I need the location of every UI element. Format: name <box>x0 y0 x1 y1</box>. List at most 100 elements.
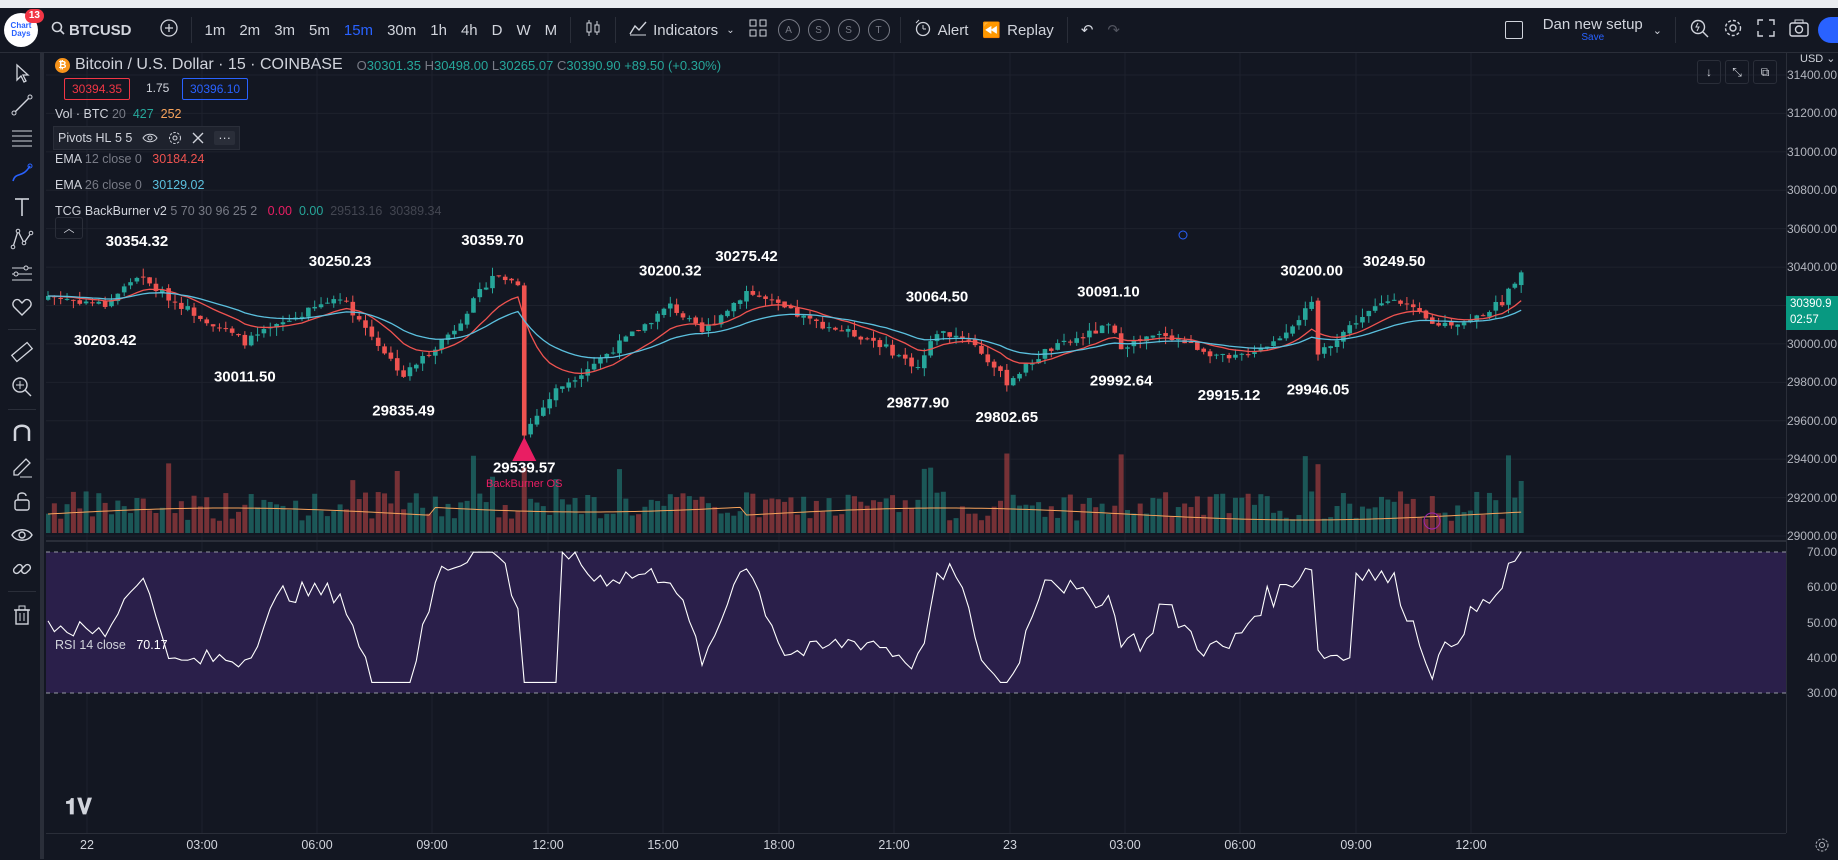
sell-price-button[interactable]: 30394.35 <box>64 78 131 100</box>
more-icon[interactable]: ··· <box>214 131 235 145</box>
brush-icon[interactable] <box>10 161 34 185</box>
interval-15m[interactable]: 15m <box>343 21 374 39</box>
undo-button[interactable]: ↶ <box>1074 8 1101 52</box>
interval-4h[interactable]: 4h <box>460 21 478 39</box>
interval-30m[interactable]: 30m <box>387 21 417 39</box>
redo-button[interactable]: ↷ <box>1100 8 1127 52</box>
currency-selector[interactable]: USD ⌄ <box>1800 53 1836 65</box>
candle-body <box>928 341 933 356</box>
candle-body <box>547 399 552 409</box>
volume-bar <box>1144 513 1150 533</box>
symbol-search[interactable]: BTCUSD <box>44 8 139 52</box>
forecast-icon[interactable] <box>10 261 34 285</box>
collapse-pane-button[interactable]: ⤡ <box>1725 60 1749 84</box>
interval-1h[interactable]: 1h <box>430 21 447 39</box>
eye-icon[interactable] <box>142 132 158 144</box>
lock-icon[interactable] <box>10 489 34 513</box>
candle-body <box>947 332 952 337</box>
candle-body <box>826 327 832 329</box>
time-label: 06:00 <box>1224 838 1256 852</box>
alert-button[interactable]: Alert <box>907 8 976 52</box>
quick-search-button[interactable] <box>1682 8 1716 52</box>
fullscreen-button[interactable] <box>1750 8 1782 52</box>
layout-switcher[interactable]: Dan new setup Save ⌄ <box>1498 8 1669 52</box>
eye-icon[interactable] <box>10 523 34 547</box>
interval-W[interactable]: W <box>516 21 531 39</box>
interval-1m[interactable]: 1m <box>204 21 226 39</box>
scroll-down-button[interactable]: ↓ <box>1697 60 1721 84</box>
volume-bar <box>1029 505 1035 533</box>
interval-5m[interactable]: 5m <box>309 21 330 39</box>
close-icon[interactable] <box>192 132 204 144</box>
indicators-button[interactable]: Indicators ⌄ <box>622 8 741 52</box>
heart-icon[interactable] <box>10 295 34 319</box>
volume-bar <box>680 493 686 533</box>
price-chart[interactable]: 30354.32 30203.42 30011.50 30250.23 29835.49… <box>46 53 1786 833</box>
camera-icon <box>1789 19 1809 41</box>
interval-D[interactable]: D <box>491 21 503 39</box>
candle-body <box>134 277 140 282</box>
candle-body <box>1036 359 1041 364</box>
candle-body <box>534 415 540 425</box>
candle-body <box>623 336 629 342</box>
time-axis[interactable]: 22 03:00 06:00 09:00 12:00 15:00 18:00 21:00 23 0… <box>46 833 1786 860</box>
layouts-grid-button[interactable] <box>742 8 774 52</box>
pencil-lock-icon[interactable] <box>10 455 34 479</box>
pivots-legend[interactable]: Pivots HL 5 5 ··· <box>53 126 240 150</box>
volume-bar <box>109 514 114 533</box>
fib-retracement-icon[interactable] <box>10 125 34 149</box>
circle-tool-0[interactable]: A <box>777 19 800 41</box>
candle-body <box>509 278 514 281</box>
replay-button[interactable]: ⏪ Replay <box>975 8 1060 52</box>
collapse-legend-button[interactable]: ︿ <box>55 217 83 239</box>
alert-label: Alert <box>937 21 969 39</box>
price-scale[interactable]: 31400.00 31200.00 31000.00 30800.00 30600.00… <box>1786 53 1838 833</box>
volume-bar <box>89 516 95 533</box>
gear-icon[interactable] <box>168 131 182 145</box>
candle-body <box>1315 300 1321 355</box>
volume-bar <box>921 468 927 533</box>
chart-settings-button[interactable] <box>1814 837 1830 858</box>
volume-bar <box>623 498 629 533</box>
candle-body <box>782 301 787 308</box>
snapshot-button[interactable] <box>1782 8 1816 52</box>
interval-3m[interactable]: 3m <box>274 21 296 39</box>
restore-pane-button[interactable]: ⧉ <box>1753 60 1777 84</box>
buy-price-button[interactable]: 30396.10 <box>182 78 249 100</box>
divider <box>8 329 36 330</box>
trash-icon[interactable] <box>10 603 34 627</box>
circle-tool-2[interactable]: S <box>837 19 860 41</box>
candle-body <box>598 357 603 364</box>
avatar[interactable]: Chart Days 13 <box>4 9 44 47</box>
volume-bar <box>636 514 642 533</box>
candle-body <box>274 323 279 328</box>
candle-body <box>115 293 121 302</box>
pattern-icon[interactable] <box>10 227 34 251</box>
link-icon[interactable] <box>10 557 34 581</box>
volume-bar <box>1258 494 1264 533</box>
circle-tool-1[interactable]: S <box>807 19 830 41</box>
volume-bar <box>915 499 921 533</box>
settings-button[interactable] <box>1716 8 1750 52</box>
circle-tool-3[interactable]: T <box>867 19 890 41</box>
zoom-in-icon[interactable] <box>10 375 34 399</box>
interval-2m[interactable]: 2m <box>239 21 261 39</box>
candle-body <box>610 352 616 354</box>
volume-bar <box>255 507 261 533</box>
ruler-icon[interactable] <box>10 340 34 364</box>
volume-bar <box>1232 497 1238 533</box>
chart-type-button[interactable] <box>577 8 609 52</box>
candle-body <box>1360 316 1365 323</box>
cursor-icon[interactable] <box>10 61 34 85</box>
vol-name: Vol · BTC <box>55 107 109 121</box>
pivot-label: 29835.49 <box>372 403 435 420</box>
drawing-marker <box>1178 230 1188 240</box>
interval-M[interactable]: M <box>544 21 558 39</box>
magnet-icon[interactable] <box>10 421 34 445</box>
text-icon[interactable] <box>10 195 34 219</box>
pivot-label: 30091.10 <box>1077 283 1140 300</box>
trend-line-icon[interactable] <box>10 93 34 117</box>
add-symbol-button[interactable] <box>153 8 185 52</box>
candle-body <box>1449 321 1454 326</box>
publish-button[interactable] <box>1818 17 1838 43</box>
